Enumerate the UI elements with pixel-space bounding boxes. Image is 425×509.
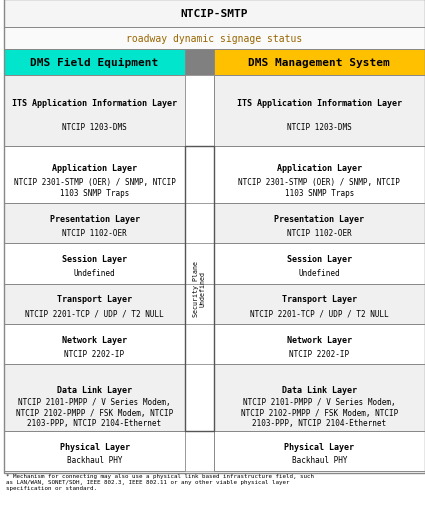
- Text: Network Layer: Network Layer: [62, 335, 127, 344]
- Bar: [185, 324, 214, 364]
- Text: NTCIP 2201-TCP / UDP / T2 NULL: NTCIP 2201-TCP / UDP / T2 NULL: [250, 308, 389, 318]
- Text: Undefined: Undefined: [74, 268, 115, 277]
- Text: Presentation Layer: Presentation Layer: [50, 214, 139, 223]
- Text: Application Layer: Application Layer: [277, 164, 362, 173]
- Text: DMS Field Equipment: DMS Field Equipment: [31, 58, 159, 68]
- Text: NTCIP 1102-OER: NTCIP 1102-OER: [287, 228, 352, 237]
- Bar: [4, 147, 185, 204]
- Bar: [4, 76, 185, 147]
- Text: Network Layer: Network Layer: [287, 335, 352, 344]
- Bar: [4, 28, 425, 50]
- Text: NTCIP 1203-DMS: NTCIP 1203-DMS: [62, 123, 127, 131]
- Bar: [185, 147, 214, 204]
- Text: Application Layer: Application Layer: [52, 164, 137, 173]
- Text: DMS Management System: DMS Management System: [249, 58, 390, 68]
- Text: NTCIP 2301-STMP (OER) / SNMP, NTCIP
1103 SNMP Traps: NTCIP 2301-STMP (OER) / SNMP, NTCIP 1103…: [238, 178, 400, 197]
- Text: Presentation Layer: Presentation Layer: [275, 214, 364, 223]
- Text: Physical Layer: Physical Layer: [284, 442, 354, 450]
- Bar: [185, 204, 214, 244]
- Text: Backhaul PHY: Backhaul PHY: [67, 456, 122, 464]
- Bar: [185, 76, 214, 147]
- Bar: [214, 431, 425, 471]
- Text: NTCIP 1203-DMS: NTCIP 1203-DMS: [287, 123, 352, 131]
- Text: * Mechanism for connecting may also use a physical link based infrastructure fie: * Mechanism for connecting may also use …: [6, 473, 314, 490]
- Bar: [214, 76, 425, 147]
- Text: Transport Layer: Transport Layer: [57, 295, 132, 304]
- Text: NTCIP 2202-IP: NTCIP 2202-IP: [289, 349, 349, 358]
- Bar: [214, 244, 425, 284]
- Bar: [4, 364, 185, 431]
- Bar: [185, 50, 214, 76]
- Text: NTCIP 2101-PMPP / V Series Modem,
NTCIP 2102-PMPP / FSK Modem, NTCIP
2103-PPP, N: NTCIP 2101-PMPP / V Series Modem, NTCIP …: [241, 398, 398, 427]
- Text: Backhaul PHY: Backhaul PHY: [292, 456, 347, 464]
- Bar: [4, 244, 185, 284]
- Bar: [4, 0, 425, 28]
- Text: Undefined: Undefined: [298, 268, 340, 277]
- Bar: [185, 284, 214, 324]
- Text: Security Plane
Undefined: Security Plane Undefined: [193, 261, 206, 317]
- Text: NTCIP 2301-STMP (OER) / SNMP, NTCIP
1103 SNMP Traps: NTCIP 2301-STMP (OER) / SNMP, NTCIP 1103…: [14, 178, 176, 197]
- Text: NTCIP-SMTP: NTCIP-SMTP: [181, 9, 248, 19]
- Bar: [214, 204, 425, 244]
- Text: NTCIP 2201-TCP / UDP / T2 NULL: NTCIP 2201-TCP / UDP / T2 NULL: [25, 308, 164, 318]
- Text: NTCIP 2101-PMPP / V Series Modem,
NTCIP 2102-PMPP / FSK Modem, NTCIP
2103-PPP, N: NTCIP 2101-PMPP / V Series Modem, NTCIP …: [16, 398, 173, 427]
- Text: NTCIP 2202-IP: NTCIP 2202-IP: [65, 349, 125, 358]
- Text: Physical Layer: Physical Layer: [60, 442, 130, 450]
- Bar: [185, 147, 214, 431]
- Text: ITS Application Information Layer: ITS Application Information Layer: [12, 98, 177, 107]
- Bar: [214, 50, 425, 76]
- Bar: [4, 431, 185, 471]
- Text: Session Layer: Session Layer: [62, 254, 127, 264]
- Text: roadway dynamic signage status: roadway dynamic signage status: [126, 34, 303, 44]
- Bar: [214, 364, 425, 431]
- Text: Transport Layer: Transport Layer: [282, 295, 357, 304]
- Bar: [185, 431, 214, 471]
- Bar: [4, 284, 185, 324]
- Bar: [214, 284, 425, 324]
- Bar: [185, 364, 214, 431]
- Bar: [4, 50, 185, 76]
- Bar: [4, 324, 185, 364]
- Bar: [185, 244, 214, 284]
- Text: ITS Application Information Layer: ITS Application Information Layer: [237, 98, 402, 107]
- Text: Session Layer: Session Layer: [287, 254, 352, 264]
- Text: Data Link Layer: Data Link Layer: [282, 385, 357, 394]
- Text: NTCIP 1102-OER: NTCIP 1102-OER: [62, 228, 127, 237]
- Bar: [214, 324, 425, 364]
- Bar: [4, 204, 185, 244]
- Text: Data Link Layer: Data Link Layer: [57, 385, 132, 394]
- Bar: [214, 147, 425, 204]
